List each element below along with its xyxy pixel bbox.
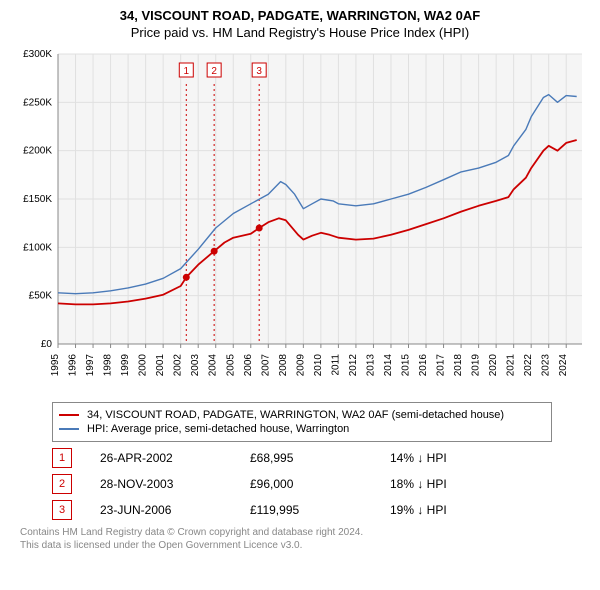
marker-date: 28-NOV-2003 — [100, 477, 250, 491]
svg-text:2008: 2008 — [278, 354, 289, 377]
svg-text:1995: 1995 — [50, 354, 61, 377]
svg-text:2009: 2009 — [295, 354, 306, 377]
marker-price: £119,995 — [250, 503, 390, 517]
footnote: Contains HM Land Registry data © Crown c… — [20, 526, 590, 552]
svg-text:2000: 2000 — [138, 354, 149, 377]
svg-text:£100K: £100K — [23, 242, 52, 253]
legend-swatch — [59, 428, 79, 430]
svg-text:2010: 2010 — [313, 354, 324, 377]
chart-area: £0 £50K £100K £150K £200K £250K £300K 1995 1996 1… — [10, 46, 590, 396]
svg-text:2001: 2001 — [155, 354, 166, 377]
svg-text:1997: 1997 — [85, 354, 96, 377]
marker-price: £68,995 — [250, 451, 390, 465]
legend-row: 34, VISCOUNT ROAD, PADGATE, WARRINGTON, … — [59, 409, 545, 421]
marker-vs-hpi: 14% ↓ HPI — [390, 451, 510, 465]
svg-text:2016: 2016 — [418, 354, 429, 377]
marker-number-box: 2 — [52, 474, 72, 494]
chart-subtitle: Price paid vs. HM Land Registry's House … — [10, 25, 590, 40]
svg-text:1: 1 — [184, 66, 190, 77]
svg-text:2004: 2004 — [208, 354, 219, 377]
footnote-line-2: This data is licensed under the Open Gov… — [20, 539, 590, 552]
svg-text:2024: 2024 — [558, 354, 569, 377]
svg-text:1998: 1998 — [103, 354, 114, 377]
svg-text:2005: 2005 — [225, 354, 236, 377]
markers-table: 1 26-APR-2002£68,99514% ↓ HPI 2 28-NOV-2003… — [52, 448, 590, 520]
svg-text:2002: 2002 — [173, 354, 184, 377]
svg-text:2015: 2015 — [401, 354, 412, 377]
svg-text:1996: 1996 — [68, 354, 79, 377]
svg-text:2012: 2012 — [348, 354, 359, 377]
svg-text:1999: 1999 — [120, 354, 131, 377]
svg-text:£250K: £250K — [23, 97, 52, 108]
svg-text:2014: 2014 — [383, 354, 394, 377]
marker-row: 2 28-NOV-2003£96,00018% ↓ HPI — [52, 474, 590, 494]
svg-text:2019: 2019 — [471, 354, 482, 377]
marker-number-box: 3 — [52, 500, 72, 520]
svg-text:2006: 2006 — [243, 354, 254, 377]
svg-text:3: 3 — [256, 66, 262, 77]
svg-text:2020: 2020 — [488, 354, 499, 377]
marker-row: 1 26-APR-2002£68,99514% ↓ HPI — [52, 448, 590, 468]
footnote-line-1: Contains HM Land Registry data © Crown c… — [20, 526, 590, 539]
legend-label: 34, VISCOUNT ROAD, PADGATE, WARRINGTON, … — [87, 409, 504, 421]
svg-text:2013: 2013 — [365, 354, 376, 377]
marker-date: 23-JUN-2006 — [100, 503, 250, 517]
legend-label: HPI: Average price, semi-detached house,… — [87, 423, 349, 435]
marker-row: 3 23-JUN-2006£119,99519% ↓ HPI — [52, 500, 590, 520]
svg-text:2021: 2021 — [506, 354, 517, 377]
svg-text:2011: 2011 — [330, 354, 341, 376]
svg-text:2003: 2003 — [190, 354, 201, 377]
svg-text:£300K: £300K — [23, 49, 52, 60]
svg-text:£50K: £50K — [29, 291, 53, 302]
legend-swatch — [59, 414, 79, 416]
marker-date: 26-APR-2002 — [100, 451, 250, 465]
marker-vs-hpi: 18% ↓ HPI — [390, 477, 510, 491]
svg-text:2007: 2007 — [260, 354, 271, 377]
svg-text:£200K: £200K — [23, 146, 52, 157]
svg-text:2023: 2023 — [541, 354, 552, 377]
marker-vs-hpi: 19% ↓ HPI — [390, 503, 510, 517]
svg-text:£150K: £150K — [23, 194, 52, 205]
svg-text:2: 2 — [211, 66, 217, 77]
svg-text:2018: 2018 — [453, 354, 464, 377]
marker-number-box: 1 — [52, 448, 72, 468]
svg-text:2022: 2022 — [523, 354, 534, 377]
marker-price: £96,000 — [250, 477, 390, 491]
svg-text:2017: 2017 — [436, 354, 447, 377]
legend-row: HPI: Average price, semi-detached house,… — [59, 423, 545, 435]
svg-text:£0: £0 — [41, 339, 53, 350]
chart-title: 34, VISCOUNT ROAD, PADGATE, WARRINGTON, … — [10, 8, 590, 23]
legend-box: 34, VISCOUNT ROAD, PADGATE, WARRINGTON, … — [52, 402, 552, 442]
